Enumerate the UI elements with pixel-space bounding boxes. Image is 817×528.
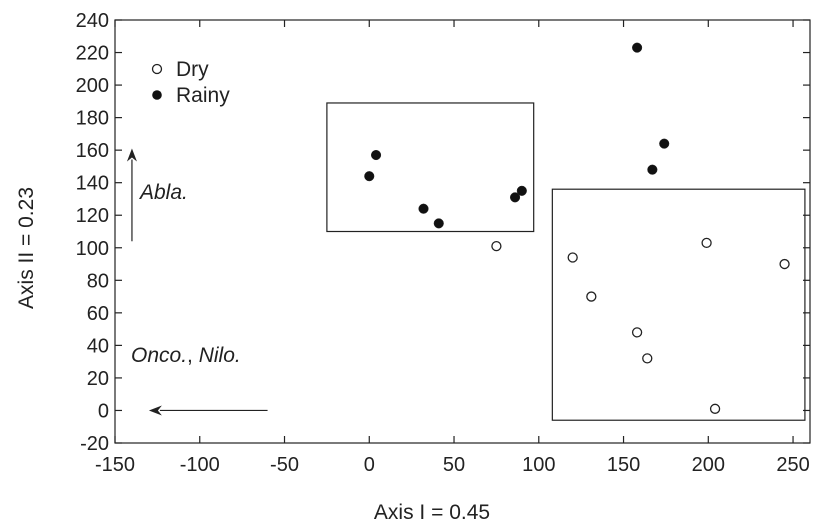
x-axis-ticks: -150 -100 -50 0 50 100 150 200 250 bbox=[95, 20, 810, 476]
point-dry bbox=[709, 403, 721, 414]
arrow-head bbox=[148, 405, 162, 416]
point-rainy bbox=[659, 138, 670, 149]
y-tick-label: 200 bbox=[76, 75, 109, 97]
y-tick-label: -20 bbox=[80, 433, 109, 455]
y-axis-ticks: -20 0 20 40 60 80 100 120 140 160 180 200 220 240 bbox=[76, 10, 810, 455]
legend-marker-rainy bbox=[152, 90, 162, 100]
legend: Dry Rainy bbox=[151, 58, 230, 107]
point-rainy bbox=[516, 185, 527, 196]
annotation-onco-nilo: Onco., Nilo. bbox=[131, 344, 241, 367]
point-rainy bbox=[418, 203, 429, 214]
group-boxes bbox=[326, 102, 806, 421]
point-dry bbox=[567, 252, 578, 263]
legend-marker-dry bbox=[151, 63, 163, 75]
y-tick-label: 140 bbox=[76, 173, 109, 195]
y-tick-label: 20 bbox=[87, 368, 109, 390]
y-tick-label: 120 bbox=[76, 205, 109, 227]
x-tick-label: 150 bbox=[607, 454, 640, 476]
point-dry bbox=[642, 353, 653, 364]
group-box bbox=[326, 102, 535, 233]
plot-frame bbox=[114, 19, 811, 444]
y-tick-label: 40 bbox=[87, 335, 109, 357]
y-tick-label: 220 bbox=[76, 43, 109, 65]
y-tick-label: 240 bbox=[76, 10, 109, 32]
y-tick-label: 60 bbox=[87, 303, 109, 325]
x-tick-label: 200 bbox=[692, 454, 725, 476]
x-tick-label: 0 bbox=[364, 454, 375, 476]
point-rainy bbox=[433, 218, 444, 229]
y-tick-label: 0 bbox=[98, 400, 109, 422]
group-box bbox=[551, 188, 806, 421]
x-axis-title: Axis I = 0.45 bbox=[374, 501, 490, 524]
annotation-onco: Onco. bbox=[131, 344, 187, 367]
vector-arrows bbox=[126, 148, 268, 416]
y-tick-label: 160 bbox=[76, 140, 109, 162]
point-rainy bbox=[364, 171, 375, 182]
annotation-abla: Abla. bbox=[138, 181, 188, 204]
y-tick-label: 80 bbox=[87, 270, 109, 292]
x-tick-label: -100 bbox=[180, 454, 220, 476]
arrow-head bbox=[126, 148, 137, 162]
annotation-nilo: Nilo. bbox=[199, 344, 241, 367]
point-dry bbox=[491, 240, 502, 252]
annotation-separator: , bbox=[187, 344, 199, 367]
x-tick-label: -50 bbox=[270, 454, 299, 476]
point-dry bbox=[779, 258, 790, 270]
x-tick-label: 100 bbox=[522, 454, 555, 476]
point-rainy bbox=[370, 149, 382, 161]
y-axis-title: Axis II = 0.23 bbox=[15, 187, 38, 309]
legend-label-rainy: Rainy bbox=[176, 84, 230, 107]
point-rainy bbox=[509, 192, 521, 203]
data-points bbox=[364, 42, 790, 414]
y-tick-label: 100 bbox=[76, 238, 109, 260]
legend-label-dry: Dry bbox=[176, 58, 209, 81]
point-rainy bbox=[647, 164, 658, 175]
point-dry bbox=[631, 327, 643, 338]
y-tick-label: 180 bbox=[76, 108, 109, 130]
x-tick-label: 250 bbox=[776, 454, 809, 476]
x-tick-label: -150 bbox=[95, 454, 135, 476]
x-tick-label: 50 bbox=[443, 454, 465, 476]
point-dry bbox=[586, 291, 597, 302]
point-dry bbox=[701, 237, 712, 249]
point-rainy bbox=[632, 42, 643, 53]
